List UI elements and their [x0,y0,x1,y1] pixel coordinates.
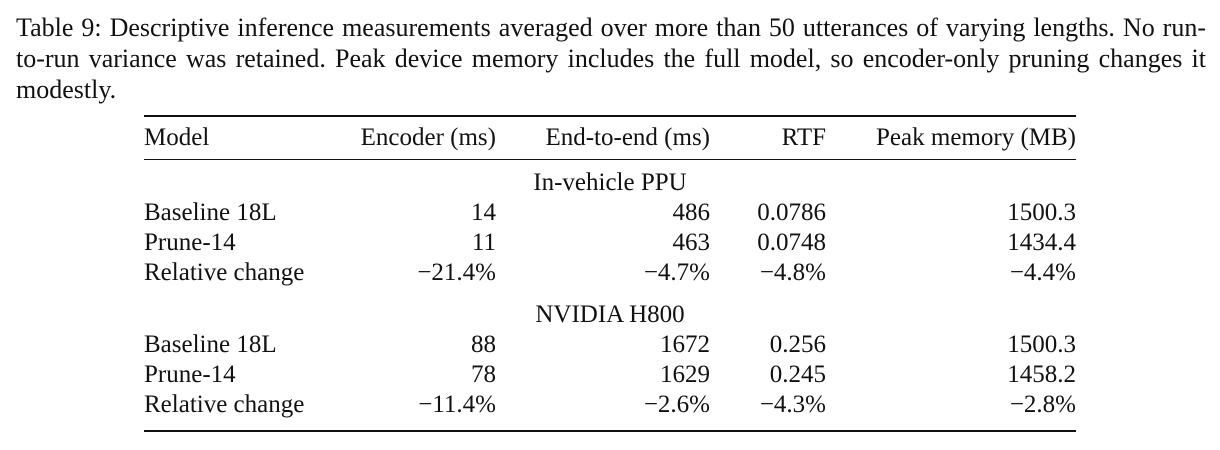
cell-end-to-end: −2.6% [643,391,710,418]
cell-peak-memory: −4.4% [1009,259,1076,286]
table-caption: Table 9: Descriptive inference measureme… [16,12,1206,105]
group-nvidia-h800: NVIDIA H800 Baseline 18L 88 1672 0.256 1… [144,288,1076,431]
cell-peak-memory: 1500.3 [1007,199,1076,226]
cell-rtf: 0.0748 [757,229,826,256]
table-row: Baseline 18L 88 1672 0.256 1500.3 [144,330,1076,360]
caption-label: Table 9: [16,13,102,42]
cell-encoder: 88 [471,331,496,358]
table-header: Model Encoder (ms) End-to-end (ms) RTF P… [144,116,1076,160]
cell-model: Prune-14 [144,229,236,256]
cell-rtf: 0.245 [769,361,826,388]
cell-peak-memory: 1500.3 [1007,331,1076,358]
header-peak-memory: Peak memory (MB) [876,124,1076,151]
table-row: Baseline 18L 14 486 0.0786 1500.3 [144,198,1076,228]
cell-rtf: 0.0786 [757,199,826,226]
cell-peak-memory: 1434.4 [1007,229,1076,256]
cell-peak-memory: 1458.2 [1007,361,1076,388]
cell-rtf: 0.256 [769,331,826,358]
cell-end-to-end: 1629 [660,361,710,388]
group-in-vehicle-ppu: In-vehicle PPU Baseline 18L 14 486 0.078… [144,160,1076,289]
cell-model: Prune-14 [144,361,236,388]
cell-peak-memory: −2.8% [1009,391,1076,418]
cell-model: Relative change [144,391,305,418]
group-title: In-vehicle PPU [533,169,687,196]
cell-end-to-end: 1672 [660,331,710,358]
header-model: Model [144,124,210,151]
cell-encoder: 78 [471,361,496,388]
cell-rtf: −4.3% [759,391,826,418]
header-row: Model Encoder (ms) End-to-end (ms) RTF P… [144,116,1076,160]
header-end-to-end: End-to-end (ms) [545,124,710,151]
cell-end-to-end: 486 [672,199,711,226]
group-header-row: In-vehicle PPU [144,160,1076,199]
cell-end-to-end: 463 [672,229,711,256]
cell-model: Baseline 18L [144,199,277,226]
cell-encoder: −21.4% [417,259,496,286]
cell-encoder: −11.4% [418,391,496,418]
group-title: NVIDIA H800 [535,301,685,328]
cell-encoder: 11 [471,229,496,256]
cell-end-to-end: −4.7% [643,259,710,286]
table-row: Relative change −11.4% −2.6% −4.3% −2.8% [144,390,1076,431]
cell-model: Baseline 18L [144,331,277,358]
table-row: Prune-14 11 463 0.0748 1434.4 [144,228,1076,258]
table-row: Prune-14 78 1629 0.245 1458.2 [144,360,1076,390]
cell-rtf: −4.8% [759,259,826,286]
cell-model: Relative change [144,259,305,286]
header-rtf: RTF [781,124,826,151]
header-encoder: Encoder (ms) [360,124,496,151]
results-table: Model Encoder (ms) End-to-end (ms) RTF P… [144,115,1076,432]
cell-encoder: 14 [471,199,496,226]
table-row: Relative change −21.4% −4.7% −4.8% −4.4% [144,258,1076,288]
group-header-row: NVIDIA H800 [144,288,1076,330]
caption-text: Descriptive inference measurements avera… [16,13,1206,104]
